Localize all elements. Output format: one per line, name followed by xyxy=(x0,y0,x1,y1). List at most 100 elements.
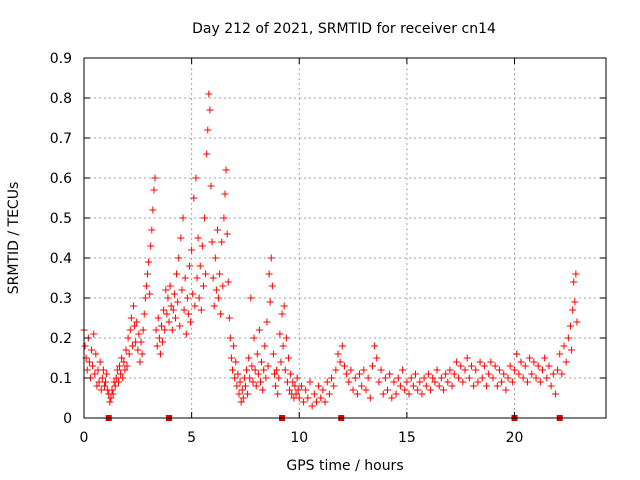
data-point xyxy=(206,106,214,114)
data-point xyxy=(281,366,289,374)
data-point xyxy=(459,378,467,386)
data-point xyxy=(184,310,192,318)
data-point xyxy=(461,366,469,374)
data-point xyxy=(120,358,128,366)
data-point xyxy=(418,390,426,398)
data-point xyxy=(114,378,122,386)
data-point xyxy=(149,206,157,214)
data-point xyxy=(388,394,396,402)
data-point xyxy=(246,374,254,382)
data-point xyxy=(300,398,308,406)
data-point xyxy=(541,354,549,362)
data-point xyxy=(227,354,235,362)
data-point xyxy=(136,358,144,366)
data-point xyxy=(545,362,553,370)
data-point xyxy=(254,370,262,378)
y-tick-label: 0 xyxy=(63,411,72,427)
data-point xyxy=(111,382,119,390)
data-point xyxy=(467,362,475,370)
data-point xyxy=(147,242,155,250)
data-point xyxy=(106,398,114,406)
data-point xyxy=(455,374,463,382)
x-axis-label: GPS time / hours xyxy=(286,458,403,474)
data-point xyxy=(235,390,243,398)
data-point xyxy=(564,334,572,342)
data-point xyxy=(414,386,422,394)
data-point xyxy=(261,342,269,350)
data-point xyxy=(568,346,576,354)
data-point xyxy=(351,374,359,382)
data-point xyxy=(118,354,126,362)
data-point xyxy=(450,370,458,378)
data-point xyxy=(100,382,108,390)
data-point xyxy=(193,274,201,282)
data-point xyxy=(174,298,182,306)
data-point xyxy=(528,370,536,378)
data-point xyxy=(166,282,174,290)
data-point xyxy=(255,326,263,334)
data-point xyxy=(390,378,398,386)
y-tick-label: 0.6 xyxy=(50,171,72,187)
y-tick-label: 0.4 xyxy=(50,251,72,267)
data-point xyxy=(310,390,318,398)
data-point xyxy=(198,242,206,250)
data-point xyxy=(345,378,353,386)
data-point xyxy=(364,374,372,382)
data-point xyxy=(275,374,283,382)
data-point xyxy=(362,386,370,394)
data-point xyxy=(487,358,495,366)
data-point xyxy=(435,382,443,390)
data-point xyxy=(251,366,259,374)
data-point xyxy=(312,398,320,406)
data-point xyxy=(343,370,351,378)
data-point xyxy=(289,378,297,386)
data-point xyxy=(189,290,197,298)
data-point xyxy=(248,362,256,370)
data-point xyxy=(405,390,413,398)
data-point xyxy=(165,318,173,326)
data-point xyxy=(323,378,331,386)
data-point xyxy=(176,322,184,330)
data-point xyxy=(112,374,120,382)
data-point xyxy=(211,254,219,262)
chart-title: Day 212 of 2021, SRMTID for receiver cn1… xyxy=(192,21,496,37)
y-tick-label: 0.2 xyxy=(50,331,72,347)
data-point xyxy=(424,370,432,378)
data-point xyxy=(375,378,383,386)
data-point xyxy=(562,358,570,366)
data-point xyxy=(302,386,310,394)
data-point xyxy=(349,386,357,394)
data-point xyxy=(478,374,486,382)
data-point xyxy=(241,382,249,390)
data-point xyxy=(498,378,506,386)
data-point xyxy=(205,90,213,98)
data-point xyxy=(279,342,287,350)
data-point xyxy=(422,382,430,390)
data-point xyxy=(536,378,544,386)
data-point xyxy=(286,386,294,394)
data-point xyxy=(373,354,381,362)
data-point xyxy=(98,374,106,382)
data-point xyxy=(429,374,437,382)
data-point xyxy=(336,358,344,366)
data-point xyxy=(427,386,435,394)
data-point xyxy=(399,366,407,374)
grid-lines xyxy=(84,58,606,418)
data-point xyxy=(558,370,566,378)
data-point xyxy=(476,358,484,366)
data-point xyxy=(180,306,188,314)
y-tick-label: 0.1 xyxy=(50,371,72,387)
data-point xyxy=(122,346,130,354)
data-point xyxy=(124,334,132,342)
data-point xyxy=(384,386,392,394)
y-tick-label: 0.3 xyxy=(50,291,72,307)
data-point xyxy=(209,274,217,282)
data-point xyxy=(164,294,172,302)
data-point xyxy=(151,174,159,182)
data-point xyxy=(321,398,329,406)
data-point xyxy=(185,262,193,270)
data-point xyxy=(108,386,116,394)
data-point xyxy=(238,386,246,394)
data-point xyxy=(325,390,333,398)
data-point xyxy=(446,366,454,374)
